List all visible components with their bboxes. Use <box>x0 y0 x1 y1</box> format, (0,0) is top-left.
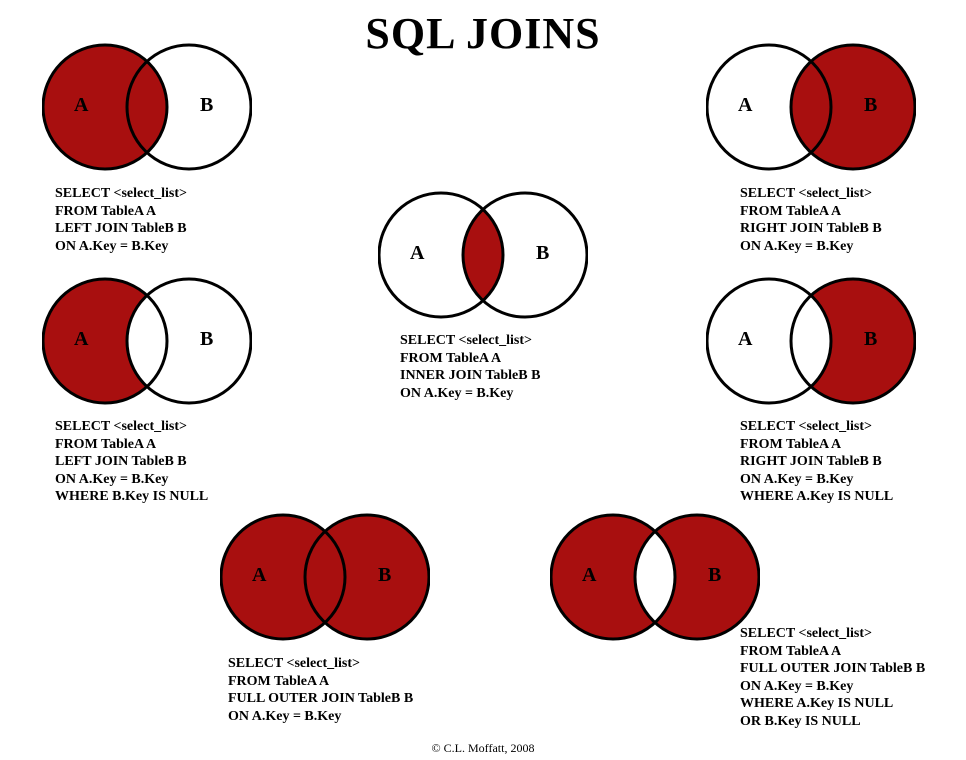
label-a: A <box>74 328 88 351</box>
label-b: B <box>708 564 721 587</box>
sql-left-join: SELECT <select_list> FROM TableA A LEFT … <box>55 185 187 255</box>
venn-right-excl: A B <box>706 276 916 406</box>
label-b: B <box>864 328 877 351</box>
venn-full-outer: A B <box>220 512 430 642</box>
label-a: A <box>410 242 424 265</box>
label-b: B <box>864 94 877 117</box>
label-a: A <box>252 564 266 587</box>
label-a: A <box>738 94 752 117</box>
venn-right-join: A B <box>706 42 916 172</box>
label-b: B <box>536 242 549 265</box>
sql-full-outer-excl: SELECT <select_list> FROM TableA A FULL … <box>740 625 925 730</box>
label-a: A <box>738 328 752 351</box>
label-a: A <box>74 94 88 117</box>
sql-right-join: SELECT <select_list> FROM TableA A RIGHT… <box>740 185 882 255</box>
label-b: B <box>200 328 213 351</box>
sql-full-outer: SELECT <select_list> FROM TableA A FULL … <box>228 655 413 725</box>
sql-inner-join: SELECT <select_list> FROM TableA A INNER… <box>400 332 540 402</box>
venn-left-excl: A B <box>42 276 252 406</box>
credit-line: © C.L. Moffatt, 2008 <box>0 741 966 756</box>
sql-left-excl: SELECT <select_list> FROM TableA A LEFT … <box>55 418 208 506</box>
venn-inner-join: A B <box>378 190 588 320</box>
label-b: B <box>378 564 391 587</box>
venn-full-outer-excl: A B <box>550 512 760 642</box>
label-a: A <box>582 564 596 587</box>
sql-right-excl: SELECT <select_list> FROM TableA A RIGHT… <box>740 418 893 506</box>
venn-left-join: A B <box>42 42 252 172</box>
label-b: B <box>200 94 213 117</box>
